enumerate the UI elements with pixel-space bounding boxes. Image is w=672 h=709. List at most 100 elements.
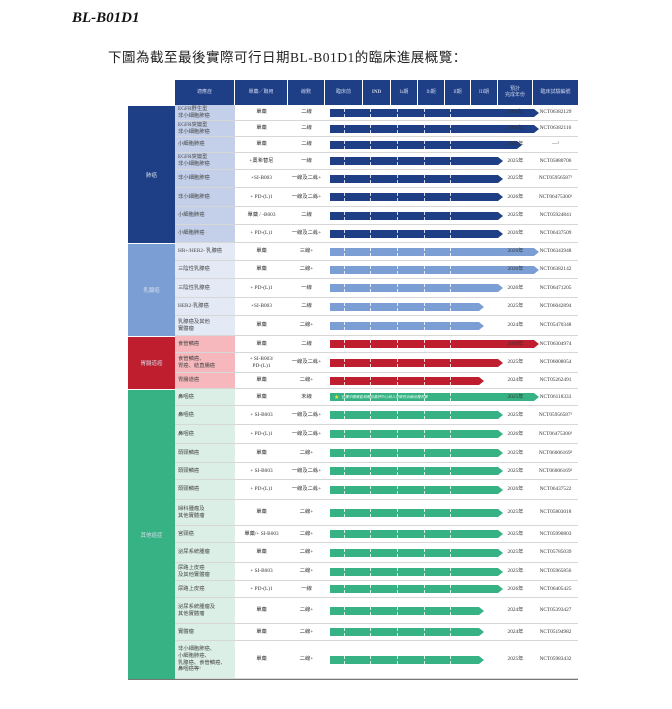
table-row: 小細胞肺癌 + PD-(L)1 一線及二線+ 2026年 NCT06437509: [175, 225, 578, 243]
indication-cell: 非小細胞肺癌、 小細胞肺癌、 乳腺癌、食管鱗癌、 鼻咽癌等¹: [175, 641, 235, 678]
line-cell: 二線+: [299, 607, 314, 614]
completion-year-cell: 2025年: [507, 656, 524, 663]
line-cell: 一線及二線+: [291, 467, 322, 474]
group-cell: 其他癌症: [128, 389, 175, 679]
line-cell: 一線: [301, 284, 312, 291]
regimen-cell: 單藥: [256, 340, 267, 347]
table-row: 非小細胞肺癌 + PD-(L)1 一線及二線+ 2026年 NCT06475300¹: [175, 188, 578, 207]
arrow-tip-icon: [534, 265, 539, 274]
table-row: 鼻咽癌 + SI-B003 一線及二線+ 2025年 NCT05956587¹: [175, 406, 578, 425]
line-cell: 一線及二線+: [291, 230, 322, 237]
arrow-tip-icon: [479, 302, 484, 311]
completion-year-cell: 2025年: [507, 449, 524, 456]
indication-cell: EGFR突變型 非小細胞肺癌: [175, 121, 235, 136]
completion-year-cell: 2026年: [507, 266, 524, 273]
indication-cell: 尿路上皮癌 及其他實體瘤: [175, 563, 235, 580]
progress-bar: [317, 174, 503, 183]
regimen-cell: 單藥: [256, 322, 267, 329]
line-cell: 二線+: [299, 628, 314, 635]
regimen-cell: 單藥: [256, 607, 267, 614]
trial-id-cell: —¹: [552, 141, 559, 148]
progress-bar: [317, 606, 484, 615]
trial-id-cell: NCT05880706: [539, 157, 572, 164]
trial-id-cell: NCT05785039: [539, 549, 572, 556]
indication-cell: 鼻咽癌: [175, 389, 235, 405]
completion-year-cell: 2025年: [507, 212, 524, 219]
trial-id-cell: NCT05262491: [539, 377, 572, 384]
indication-cell: 食管鱗癌: [175, 336, 235, 352]
indication-cell: 婦科腫瘤及 其他實體瘤: [175, 500, 235, 525]
arrow-tip-icon: [498, 449, 503, 457]
note-text: 已獲中國藥監局藥品審評中心納入突破性治療品種名單: [341, 394, 428, 399]
regimen-cell: 單藥: [256, 549, 267, 556]
header-preclinical: 臨床前: [325, 80, 363, 105]
indication-cell: 泌尿系統腫瘤及 其他實體瘤: [175, 598, 235, 623]
group-cell: 胃腸道癌: [128, 336, 175, 389]
completion-year-cell: 2025年: [507, 509, 524, 516]
table-row: 非小細胞肺癌 +SI-B003 一線及二線+ 2025年 NCT05956587¹: [175, 170, 578, 188]
trial-id-cell: NCT06475300¹: [538, 430, 573, 437]
line-cell: 二線+: [299, 549, 314, 556]
indication-cell: 三陰性乳腺癌: [175, 279, 235, 297]
indication-cell: 宮頸癌: [175, 526, 235, 542]
indication-cell: 食管鱗癌、 胃癌、結直腸癌: [175, 353, 235, 372]
progress-bar: ★ 已獲中國藥監局藥品審評中心納入突破性治療品種名單: [317, 393, 539, 401]
completion-year-cell: 2026年: [507, 430, 524, 437]
progress-bar: [317, 302, 484, 311]
completion-year-cell: 2025年: [507, 303, 524, 310]
regimen-cell: 單藥: [256, 125, 267, 132]
progress-bar: [317, 284, 503, 292]
arrow-tip-icon: [498, 174, 503, 183]
trial-id-cell: NCT06042894: [539, 303, 572, 310]
regimen-cell: +SI-B003: [251, 175, 272, 182]
line-cell: 二線+: [299, 377, 314, 384]
trial-id-cell: NCT06475300¹: [538, 193, 573, 200]
completion-year-cell: 2026年: [507, 585, 524, 592]
completion-year-cell: 2026年: [507, 284, 524, 291]
indication-cell: 實體瘤: [175, 624, 235, 640]
indication-cell: 三陰性乳腺癌: [175, 261, 235, 278]
completion-year-cell: 2025年: [507, 530, 524, 537]
line-cell: 三線+: [299, 248, 314, 255]
progress-bar: [317, 467, 503, 475]
regimen-cell: + PD-(L)1: [250, 193, 273, 200]
table-row: 胃腸道癌 單藥 二線+ 2024年 NCT05262491: [175, 373, 578, 389]
completion-year-cell: 2025年: [507, 568, 524, 575]
completion-year-cell: 2024年: [507, 607, 524, 614]
regimen-cell: 單藥: [256, 141, 267, 148]
trial-id-cell: NCT05924841: [539, 212, 572, 219]
table-row: 小細胞肺癌 單藥 二線 2026年 —¹: [175, 137, 578, 153]
progress-bar: [317, 265, 539, 274]
group-cell: 乳腺癌: [128, 243, 175, 336]
table-row: 食管鱗癌、 胃癌、結直腸癌 + SI-B003/ PD-(L)1 一線及二線+ 202…: [175, 353, 578, 373]
trial-id-cell: NCT06008054: [539, 359, 572, 366]
progress-bar: [317, 567, 503, 576]
trial-id-cell: NCT05956587¹: [538, 175, 573, 182]
table-row: 頭頸鱗癌 單藥 二線+ 2025年 NCT06006169²: [175, 444, 578, 463]
trial-id-cell: NCT06405425: [539, 585, 572, 592]
trial-id-cell: NCT06437522: [539, 486, 572, 493]
trial-id-cell: NCT06006169²: [538, 449, 573, 456]
trial-id-cell: NCT05470348: [539, 322, 572, 329]
completion-year-cell: 2026年: [507, 109, 524, 116]
regimen-cell: + SI-B003: [250, 411, 273, 418]
table-row: EGFR突變型 非小細胞肺癌 單藥 二線 2026年 NCT06382116: [175, 121, 578, 137]
progress-bar: [317, 376, 484, 385]
line-cell: 一線及二線+: [291, 486, 322, 493]
table-row: EGFR突變型 非小細胞肺癌 +奧希替尼 一線 2025年 NCT05880706: [175, 153, 578, 170]
line-cell: 二線+: [299, 509, 314, 516]
trial-id-cell: NCT05803018: [539, 509, 572, 516]
arrow-tip-icon: [498, 157, 503, 165]
progress-bar: [317, 247, 539, 256]
arrow-tip-icon: [534, 340, 539, 348]
progress-bar: [317, 430, 503, 438]
indication-cell: 小細胞肺癌: [175, 137, 235, 152]
indication-cell: 泌尿系統腫瘤: [175, 543, 235, 562]
regimen-cell: 單藥: [256, 393, 267, 400]
line-cell: 二線: [301, 340, 312, 347]
arrow-tip-icon: [479, 628, 484, 636]
arrow-tip-icon: [498, 193, 503, 201]
trial-id-cell: NCT05965856: [539, 568, 572, 575]
progress-bar: [317, 229, 503, 238]
arrow-tip-icon: [479, 376, 484, 385]
